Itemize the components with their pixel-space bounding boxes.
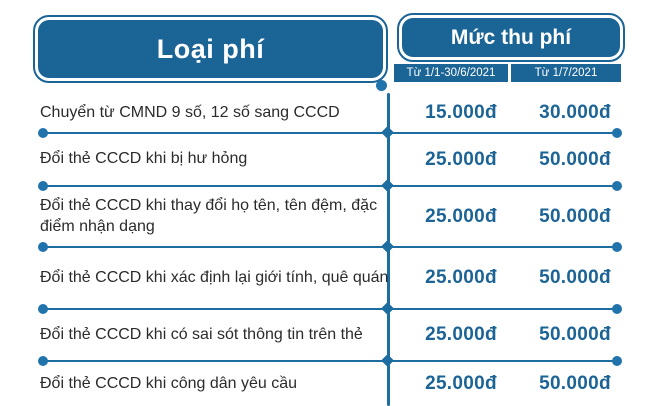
fee-type-label: Đổi thẻ CCCD khi công dân yêu cầu (40, 374, 298, 392)
fee-first-period: 25.000đ (425, 148, 497, 170)
connector-dot (612, 128, 622, 138)
table-row: Đổi thẻ CCCD khi xác định lại giới tính,… (0, 248, 650, 308)
connector-dot (38, 181, 48, 191)
fee-second-period: 50.000đ (539, 148, 611, 170)
row-connector-line (38, 302, 622, 315)
period-column-second-half: Từ 1/7/2021 (511, 64, 621, 82)
fee-type-label: Đổi thẻ CCCD khi thay đổi họ tên, tên đệ… (40, 196, 378, 235)
connector-dot (612, 242, 622, 252)
fee-type-label: Chuyển từ CMND 9 số, 12 số sang CCCD (40, 103, 340, 121)
fee-first-period: 25.000đ (425, 373, 497, 394)
fee-amount-header-box: Mức thu phí (397, 13, 625, 62)
fee-second-period: 50.000đ (539, 324, 611, 345)
row-connector-line (38, 126, 622, 139)
table-row: Đổi thẻ CCCD khi có sai sót thông tin tr… (0, 310, 650, 360)
connector-dot (612, 356, 622, 366)
row-connector-line (38, 240, 622, 253)
fee-first-period: 15.000đ (425, 102, 497, 123)
fee-type-header-label: Loại phí (38, 20, 383, 78)
fee-second-period: 50.000đ (539, 267, 611, 288)
period-column-first-half: Từ 1/1-30/6/2021 (394, 64, 508, 82)
fee-second-period: 30.000đ (539, 102, 611, 123)
table-row: Đổi thẻ CCCD khi công dân yêu cầu 25.000… (0, 362, 650, 406)
table-row: Đổi thẻ CCCD khi bị hư hỏng 25.000đ 50.0… (0, 134, 650, 185)
fee-second-period: 50.000đ (539, 205, 611, 227)
connector-dot (376, 80, 387, 91)
fee-amount-header-label: Mức thu phí (402, 18, 620, 57)
connector-dot (38, 304, 48, 314)
fee-type-header-box: Loại phí (33, 15, 388, 83)
fee-type-label: Đổi thẻ CCCD khi có sai sót thông tin tr… (40, 325, 363, 343)
fee-second-period: 50.000đ (539, 373, 611, 394)
fee-first-period: 25.000đ (425, 205, 497, 227)
fee-first-period: 25.000đ (425, 324, 497, 345)
connector-dot (38, 128, 48, 138)
table-row: Đổi thẻ CCCD khi thay đổi họ tên, tên đệ… (0, 187, 650, 246)
row-connector-line (38, 354, 622, 367)
fee-first-period: 25.000đ (425, 267, 497, 288)
connector-dot (38, 242, 48, 252)
connector-dot (612, 181, 622, 191)
fee-type-label: Đổi thẻ CCCD khi xác định lại giới tính,… (40, 268, 389, 286)
table-row: Chuyển từ CMND 9 số, 12 số sang CCCD 15.… (0, 94, 650, 132)
connector-dot (612, 304, 622, 314)
row-connector-line (38, 179, 622, 192)
fee-type-label: Đổi thẻ CCCD khi bị hư hỏng (40, 150, 248, 168)
connector-dot (38, 356, 48, 366)
